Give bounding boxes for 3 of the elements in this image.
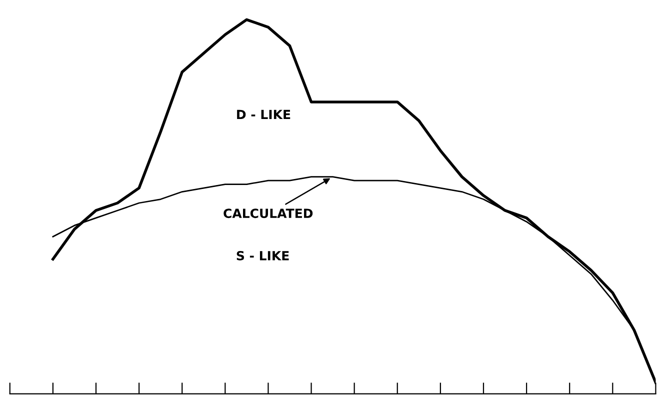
- legend-label: CALCULATED: [224, 208, 313, 218]
- annotation: D - LIKE: [237, 110, 290, 120]
- annotation: S - LIKE: [236, 250, 289, 260]
